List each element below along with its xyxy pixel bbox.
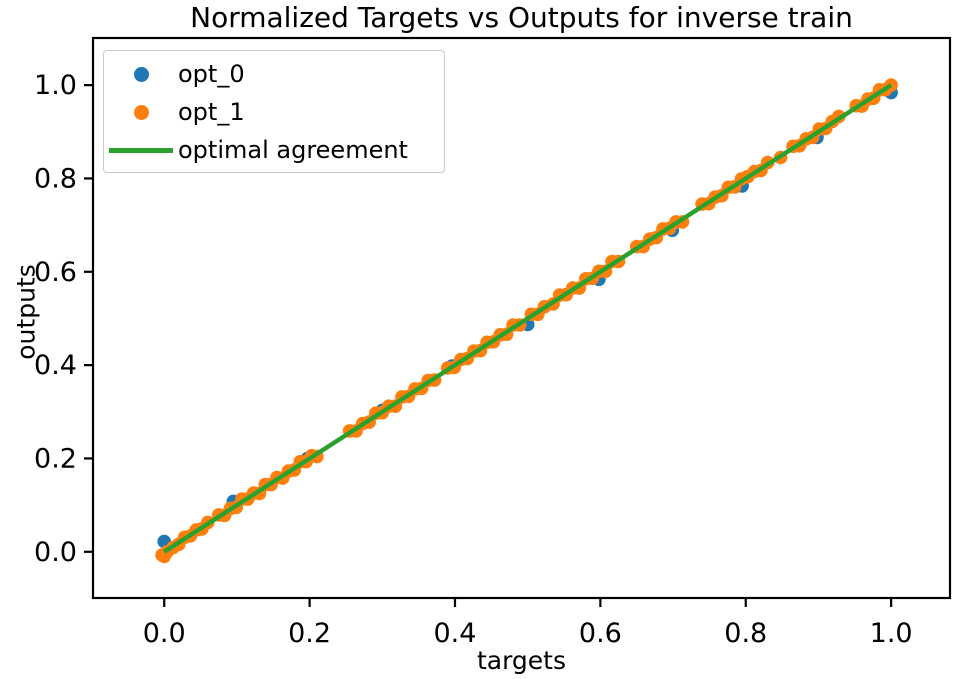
svg-text:0.2: 0.2 (288, 618, 331, 649)
marker-cell (104, 66, 178, 82)
y-axis-ticks: 0.0 0.2 0.4 0.6 0.8 1.0 (34, 70, 93, 568)
svg-text:1.0: 1.0 (870, 618, 913, 649)
y-axis-label: outputs (11, 264, 41, 360)
opt-0-dot-icon (133, 66, 149, 82)
legend-item-opt-0: opt_0 (104, 55, 444, 93)
svg-text:0.6: 0.6 (579, 618, 622, 649)
legend-label-optimal-agreement: optimal agreement (178, 136, 408, 164)
svg-text:0.4: 0.4 (434, 618, 477, 649)
chart-title: Normalized Targets vs Outputs for invers… (190, 1, 853, 34)
svg-text:1.0: 1.0 (34, 70, 77, 101)
svg-text:0.6: 0.6 (34, 257, 77, 288)
optimal-agreement-line-icon (109, 147, 173, 153)
legend-item-optimal-agreement: optimal agreement (104, 131, 444, 169)
optimal-agreement-line (163, 83, 893, 554)
marker-cell (104, 104, 178, 120)
legend-item-opt-1: opt_1 (104, 93, 444, 131)
svg-text:0.2: 0.2 (34, 443, 77, 474)
legend-label-opt-1: opt_1 (178, 98, 245, 126)
x-axis-label: targets (476, 646, 567, 675)
axes-spines (91, 36, 952, 600)
svg-text:0.8: 0.8 (724, 618, 767, 649)
legend-label-opt-0: opt_0 (178, 60, 245, 88)
opt-1-dot-icon (133, 104, 149, 120)
svg-text:0.0: 0.0 (143, 618, 186, 649)
x-axis-ticks: 0.0 0.2 0.4 0.6 0.8 1.0 (143, 598, 913, 649)
svg-text:0.4: 0.4 (34, 350, 77, 381)
marker-cell (104, 147, 178, 153)
svg-text:0.8: 0.8 (34, 163, 77, 194)
svg-text:0.0: 0.0 (34, 537, 77, 568)
legend: opt_0 opt_1 optimal agreement (103, 50, 445, 173)
